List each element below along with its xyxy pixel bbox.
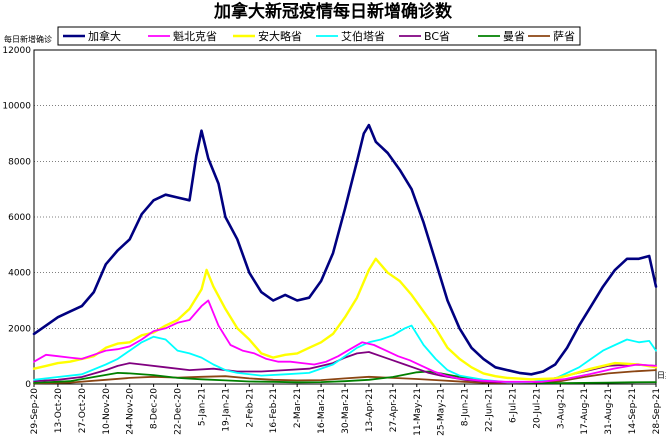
y-tick-label: 6000	[8, 213, 31, 223]
x-tick-label: 10-Nov-20	[102, 388, 112, 435]
x-tick-label: 28-Sep-21	[652, 388, 662, 434]
plot-frame	[33, 49, 657, 385]
x-tick-label: 22-Dec-20	[174, 388, 184, 435]
legend: 加拿大 魁北克省 安大略省 艾伯塔省 BC省 曼省 萨省	[57, 26, 581, 46]
legend-label-0: 加拿大	[88, 29, 121, 43]
chart-title: 加拿大新冠疫情每日新增确诊数	[213, 1, 453, 22]
series-line-5	[33, 370, 657, 385]
plot-area	[32, 49, 658, 387]
y-tick-label: 12000	[2, 46, 31, 56]
y-tick-label: 10000	[2, 102, 31, 112]
x-tick-label: 14-Sep-21	[628, 388, 638, 434]
legend-label-1: 魁北克省	[173, 29, 217, 43]
series-line-3	[33, 324, 657, 384]
x-tick-label: 19-Jan-21	[221, 388, 231, 432]
x-tick-label: 24-Nov-20	[126, 388, 136, 435]
legend-label-2: 安大略省	[258, 29, 302, 43]
x-tick-label: 8-Dec-20	[150, 388, 160, 429]
series-line-0	[32, 123, 658, 376]
legend-label-4: BC省	[424, 30, 450, 43]
x-tick-label: 17-Aug-21	[580, 388, 590, 435]
x-tick-label: 5-Jan-21	[197, 388, 207, 426]
x-tick-label: 13-Apr-21	[365, 388, 375, 432]
x-tick-label: 11-May-21	[413, 388, 423, 436]
x-axis-label: 日期	[657, 371, 666, 380]
x-tick-label: 29-Sep-20	[30, 388, 40, 435]
x-tick-label: 16-Mar-21	[317, 388, 327, 434]
x-tick-label: 2-Feb-21	[245, 388, 255, 428]
x-tick-label: 20-Jul-21	[532, 388, 542, 429]
x-tick-label: 13-Oct-20	[54, 388, 64, 433]
x-tick-label: 2-Mar-21	[293, 388, 303, 428]
x-tick-label: 30-Mar-21	[341, 388, 351, 434]
x-tick-label: 27-Oct-20	[78, 388, 88, 433]
legend-label-5: 曼省	[503, 30, 525, 43]
series-line-6	[33, 369, 657, 385]
x-tick-label: 27-Apr-21	[389, 388, 399, 432]
x-tick-label: 8-Jun-21	[461, 388, 471, 426]
x-tick-label: 3-Aug-21	[556, 388, 566, 429]
legend-label-3: 艾伯塔省	[341, 29, 385, 43]
x-tick-label: 22-Jun-21	[485, 388, 495, 432]
x-tick-label: 16-Feb-21	[269, 388, 279, 433]
series-line-1	[33, 299, 657, 383]
x-tick-label: 6-Jul-21	[508, 388, 518, 423]
y-tick-label: 0	[25, 380, 31, 390]
x-tick-label: 31-Aug-21	[604, 388, 614, 435]
y-axis-label: 每日新增确诊	[4, 34, 52, 44]
x-tick-label: 25-May-21	[437, 388, 447, 436]
y-tick-label: 4000	[8, 269, 31, 279]
y-tick-label: 8000	[8, 157, 31, 167]
legend-label-6: 萨省	[553, 30, 575, 43]
y-tick-label: 2000	[8, 324, 31, 334]
series-line-2	[32, 257, 658, 381]
